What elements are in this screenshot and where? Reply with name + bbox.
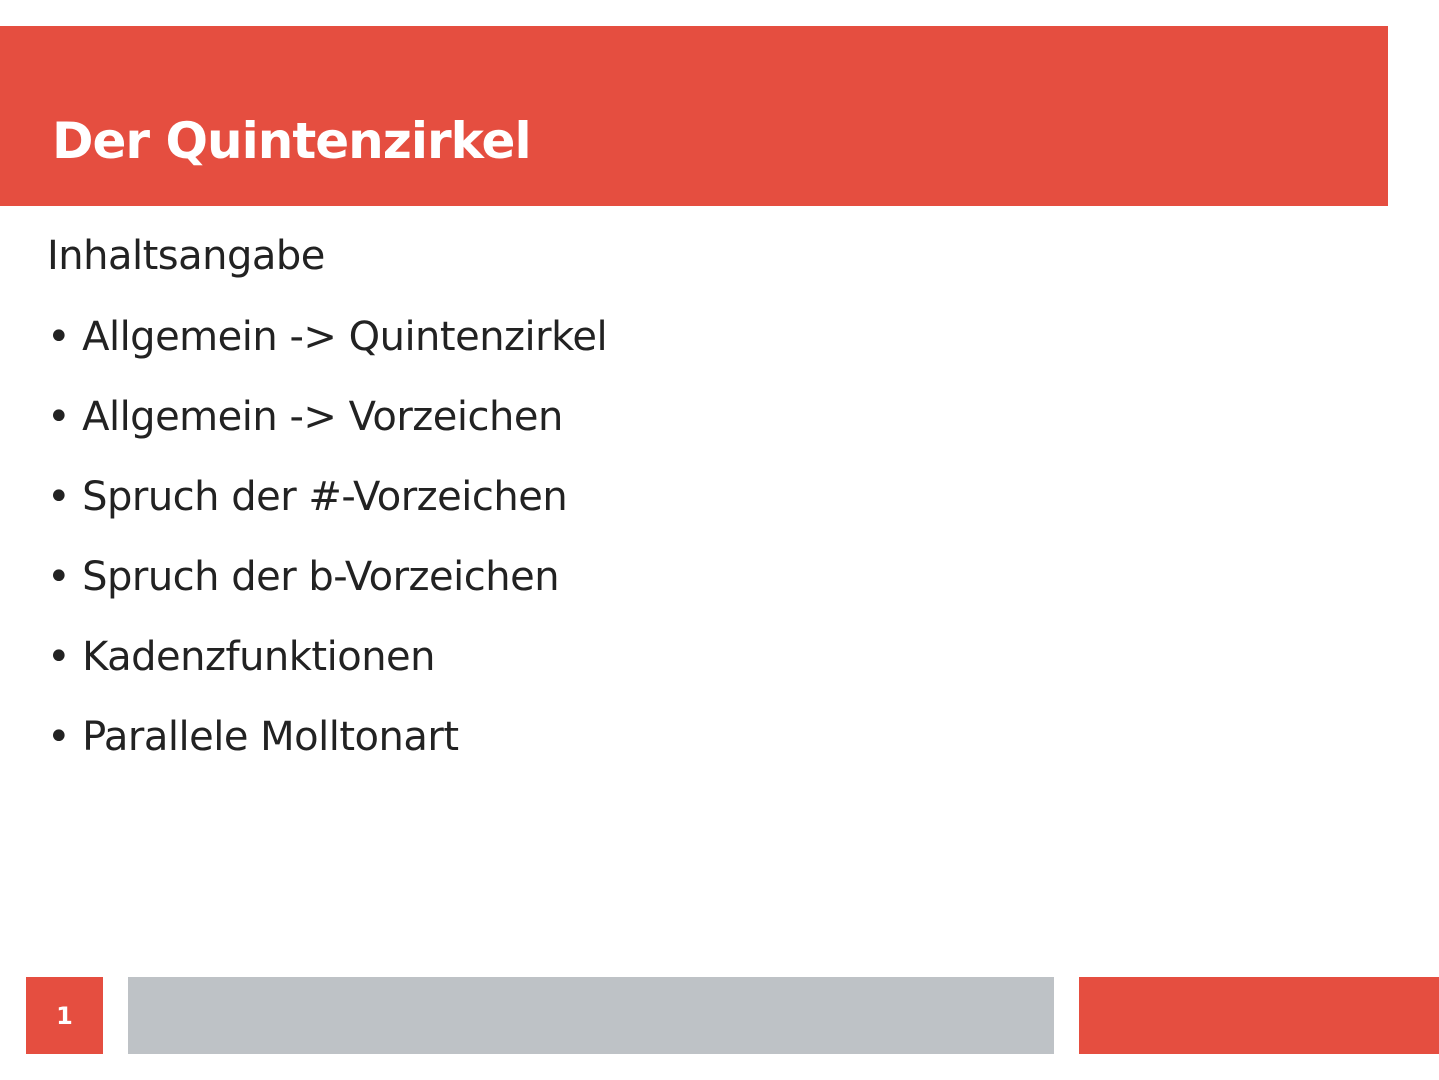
list-item: Kadenzfunktionen: [47, 631, 607, 711]
page-number: 1: [26, 977, 103, 1054]
slide-subtitle: Inhaltsangabe: [47, 233, 325, 279]
footer-gray-bar: [128, 977, 1054, 1054]
title-banner: [0, 26, 1388, 206]
slide-title: Der Quintenzirkel: [52, 112, 532, 170]
list-item: Spruch der b-Vorzeichen: [47, 551, 607, 631]
list-item: Allgemein -> Quintenzirkel: [47, 311, 607, 391]
footer-red-bar: [1079, 977, 1439, 1054]
bullet-list: Allgemein -> Quintenzirkel Allgemein -> …: [47, 311, 607, 791]
list-item: Parallele Molltonart: [47, 711, 607, 791]
list-item: Allgemein -> Vorzeichen: [47, 391, 607, 471]
list-item: Spruch der #-Vorzeichen: [47, 471, 607, 551]
